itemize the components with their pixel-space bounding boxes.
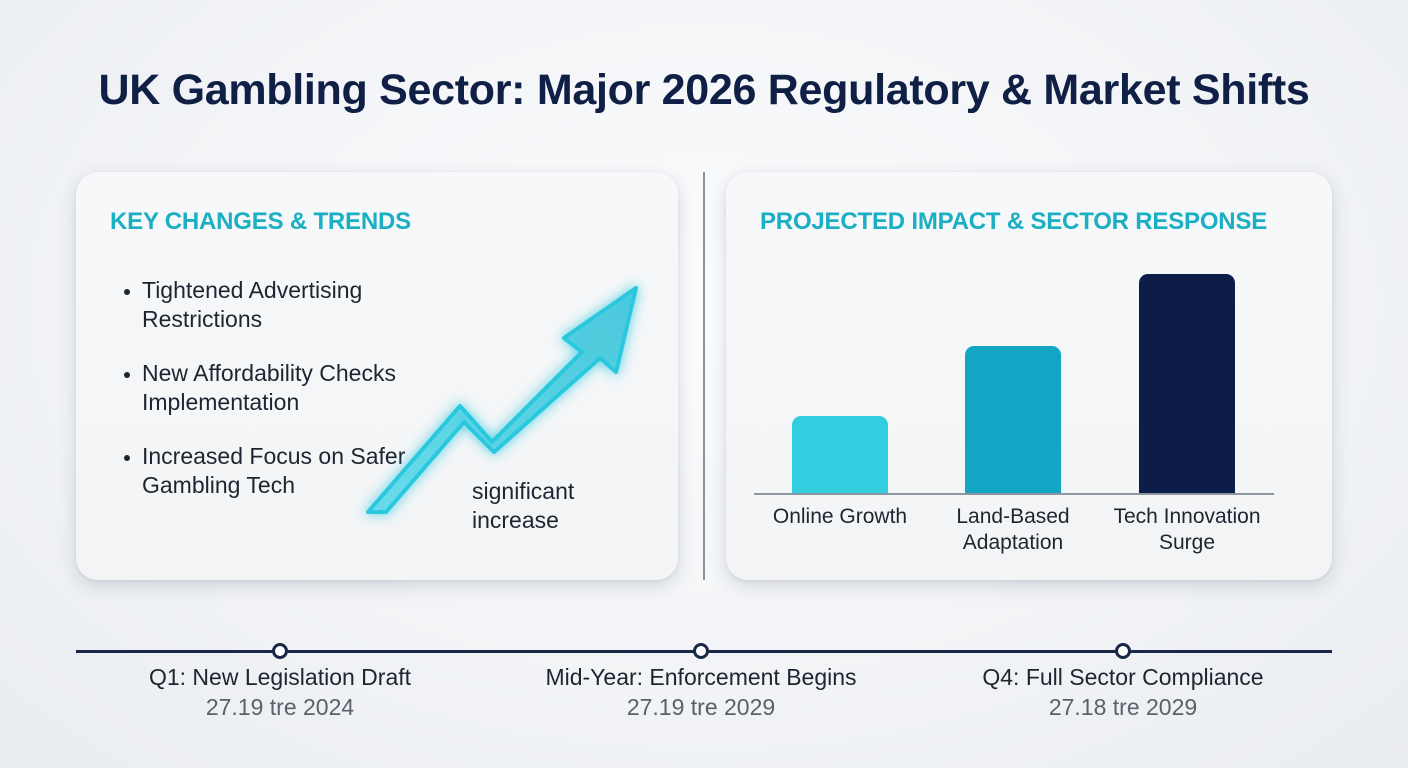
timeline-item-q4: Q4: Full Sector Compliance 27.18 tre 202… [953, 663, 1293, 722]
timeline-item-title: Q4: Full Sector Compliance [982, 664, 1264, 690]
timeline-item-date: 27.19 tre 2029 [626, 694, 776, 720]
timeline-item-q1: Q1: New Legislation Draft 27.19 tre 2024 [110, 663, 450, 722]
trend-up-arrow-icon [366, 286, 638, 514]
timeline-marker [693, 643, 709, 659]
arrow-label: significant increase [472, 478, 575, 533]
bar-label: Tech Innovation Surge [1113, 505, 1261, 554]
key-changes-list: Tightened Advertising Restrictions New A… [120, 276, 420, 525]
chart-baseline [754, 493, 1274, 495]
key-changes-card: KEY CHANGES & TRENDS Tightened Advertisi… [76, 172, 678, 580]
list-item: Increased Focus on Safer Gambling Tech [120, 442, 420, 500]
timeline-item-date: 27.18 tre 2029 [1048, 694, 1198, 720]
list-item: Tightened Advertising Restrictions [120, 276, 420, 334]
bar-label: Online Growth [772, 505, 908, 528]
timeline-item-mid-year: Mid-Year: Enforcement Begins 27.19 tre 2… [531, 663, 871, 722]
bar-online-growth [792, 416, 888, 493]
bar-land-based-adaptation [965, 346, 1061, 493]
bar-tech-innovation-surge [1139, 274, 1235, 493]
list-item: New Affordability Checks Implementation [120, 359, 420, 417]
timeline-item-title: Q1: New Legislation Draft [148, 664, 412, 690]
key-changes-heading: KEY CHANGES & TRENDS [110, 208, 411, 235]
timeline-item-title: Mid-Year: Enforcement Begins [545, 664, 857, 690]
timeline-marker [1115, 643, 1131, 659]
impact-heading: PROJECTED IMPACT & SECTOR RESPONSE [760, 208, 1268, 235]
panel-divider [703, 172, 705, 580]
timeline-marker [272, 643, 288, 659]
page-title: UK Gambling Sector: Major 2026 Regulator… [98, 66, 1310, 114]
bar-label: Land-Based Adaptation [956, 505, 1070, 554]
timeline-item-date: 27.19 tre 2024 [205, 694, 355, 720]
impact-card: PROJECTED IMPACT & SECTOR RESPONSE Onlin… [726, 172, 1332, 580]
